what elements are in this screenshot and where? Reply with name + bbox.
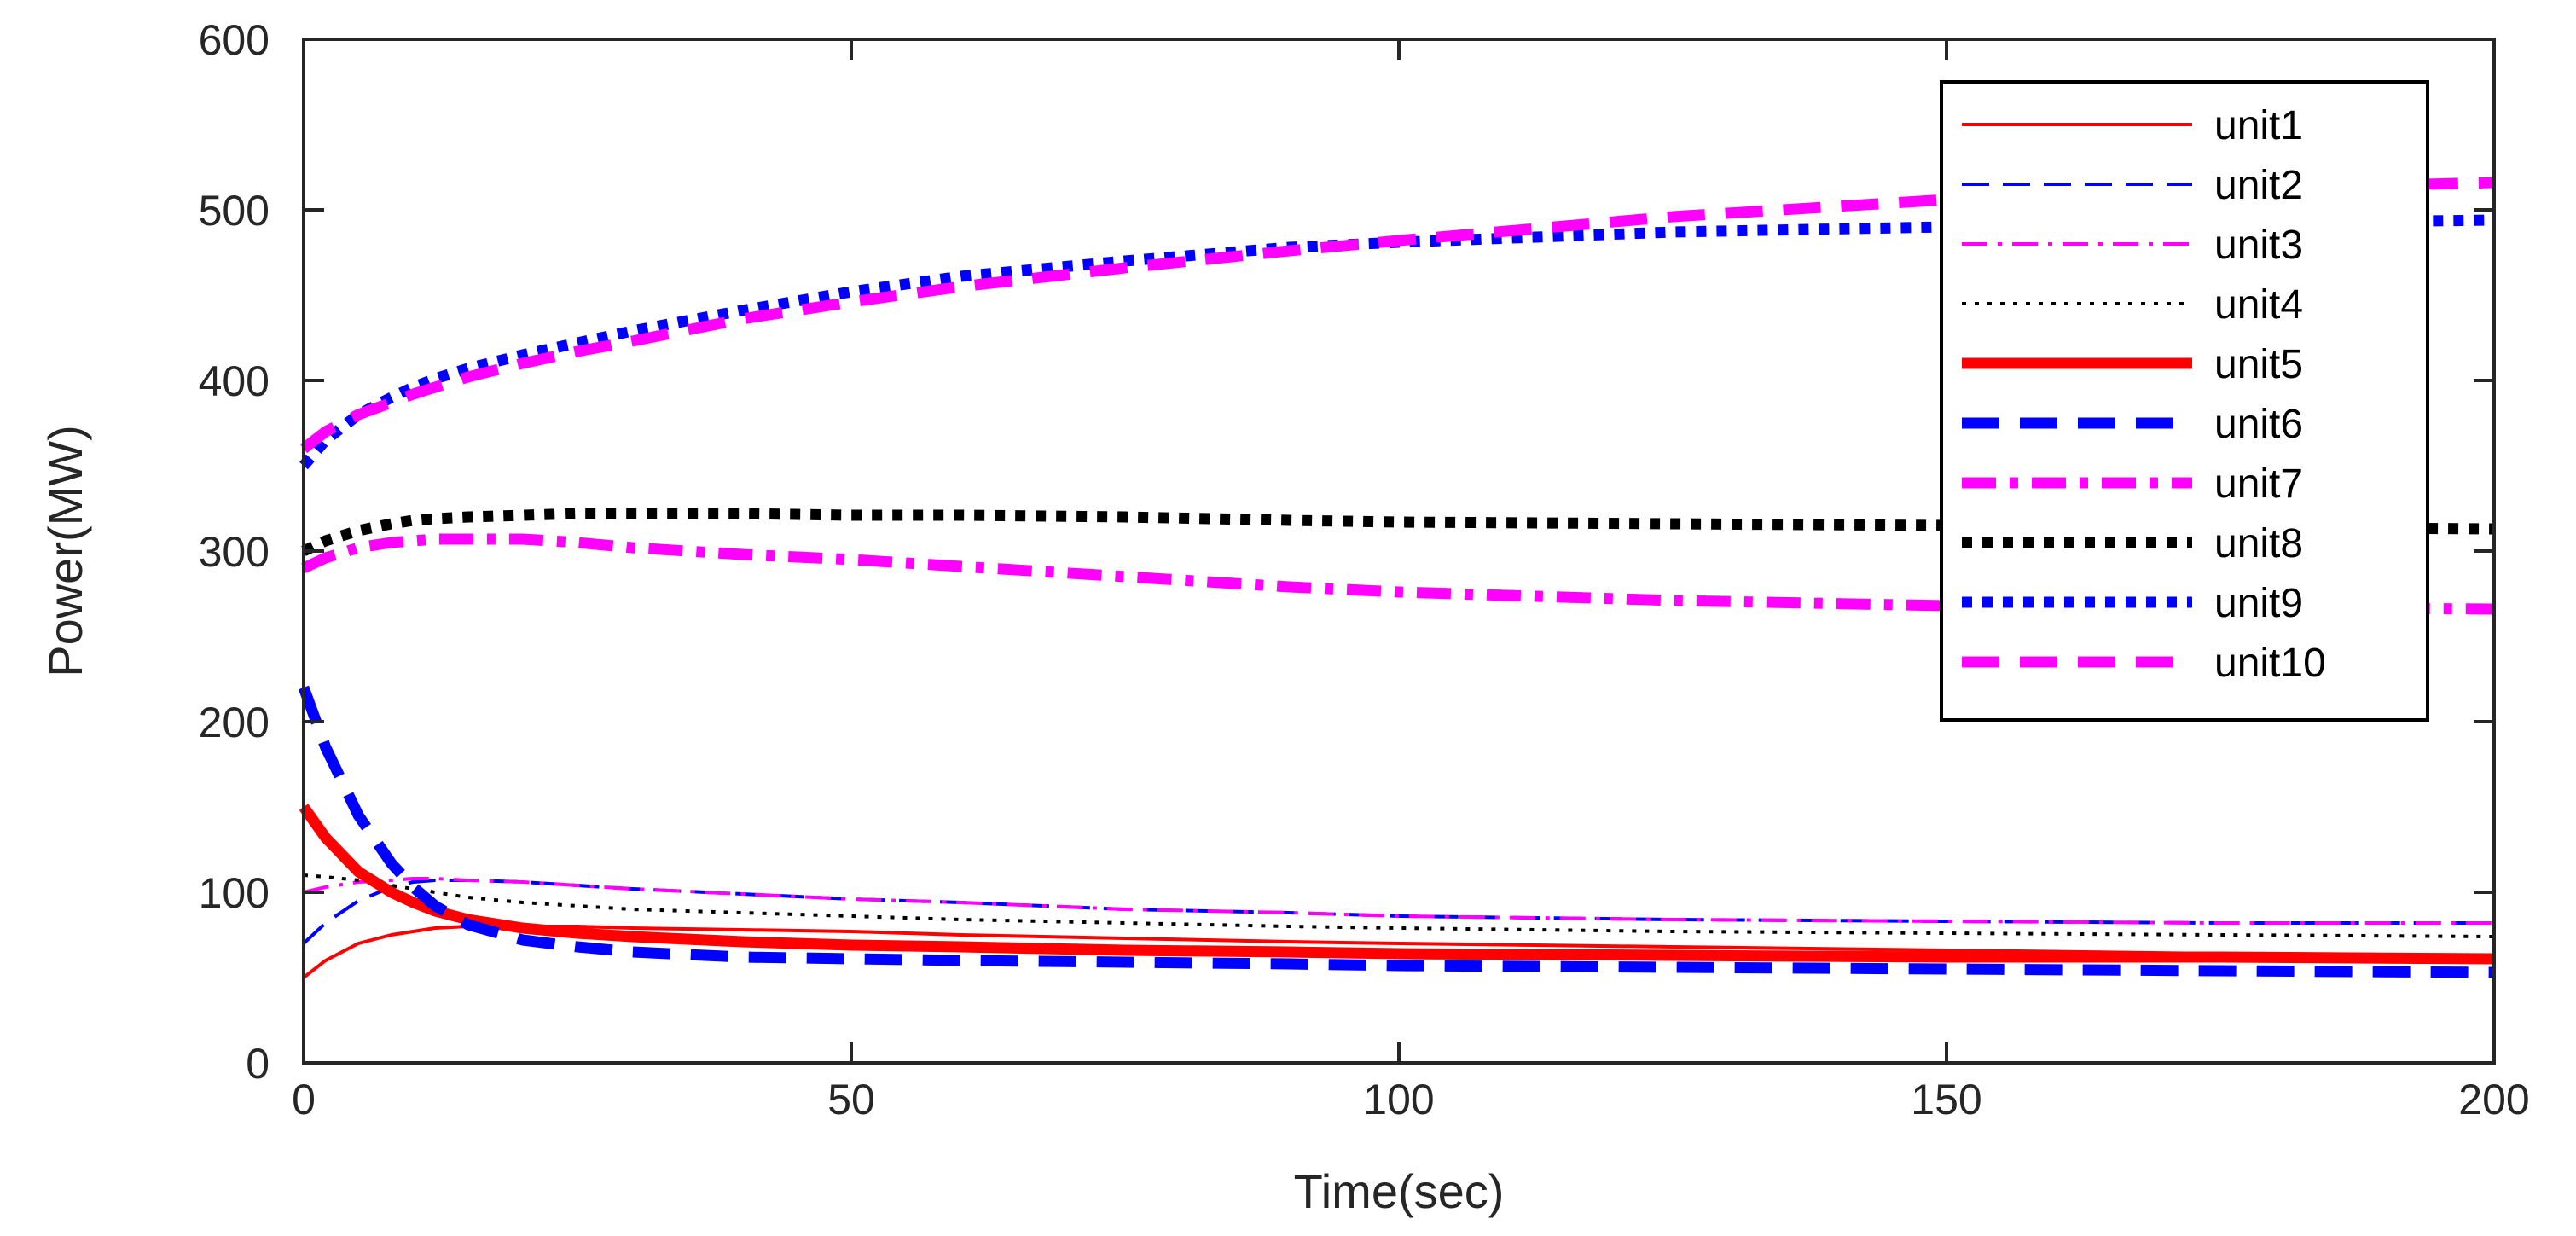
legend-box xyxy=(1940,80,2429,722)
y-tick-label: 100 xyxy=(199,869,270,917)
legend: unit1 unit2 unit3 unit4 unit5 unit6 unit7 unit8… xyxy=(1940,80,2429,722)
y-tick-label: 400 xyxy=(199,357,270,405)
series-line-unit1 xyxy=(302,925,2495,979)
y-axis-title: Power(MW) xyxy=(38,425,92,677)
axes-ticks: 0 50 100 150 200 0 100 200 300 400 500 600 xyxy=(199,16,2530,1123)
legend-label-unit4: unit4 xyxy=(2214,282,2303,328)
series-line-unit4 xyxy=(303,873,2495,938)
series-line-unit7 xyxy=(301,533,2495,615)
legend-label-unit1: unit1 xyxy=(2214,103,2303,148)
y-tick-label: 200 xyxy=(199,699,270,746)
y-tick-label: 600 xyxy=(199,16,270,64)
legend-label-unit2: unit2 xyxy=(2214,163,2303,208)
legend-label-unit3: unit3 xyxy=(2214,223,2303,268)
series-layer xyxy=(298,177,2495,979)
x-tick-label: 50 xyxy=(827,1076,875,1123)
series-line-unit10 xyxy=(300,177,2495,454)
y-tick-label: 500 xyxy=(199,187,270,235)
legend-label-unit7: unit7 xyxy=(2214,461,2303,507)
y-tick-label: 0 xyxy=(246,1040,270,1088)
series-line-unit6 xyxy=(298,685,2495,978)
legend-label-unit5: unit5 xyxy=(2214,342,2303,387)
x-tick-label: 100 xyxy=(1363,1076,1434,1123)
y-tick-label: 300 xyxy=(199,528,270,576)
series-line-unit9 xyxy=(299,214,2495,470)
series-line-unit3 xyxy=(303,877,2494,925)
legend-label-unit6: unit6 xyxy=(2214,402,2303,447)
x-tick-label: 0 xyxy=(292,1076,316,1123)
series-line-unit5 xyxy=(299,804,2495,965)
x-tick-label: 150 xyxy=(1911,1076,1981,1123)
legend-label-unit10: unit10 xyxy=(2214,641,2326,686)
x-axis-title: Time(sec) xyxy=(1294,1164,1505,1218)
x-tick-label: 200 xyxy=(2458,1076,2529,1123)
legend-label-unit8: unit8 xyxy=(2214,521,2303,566)
legend-label-unit9: unit9 xyxy=(2214,581,2303,626)
